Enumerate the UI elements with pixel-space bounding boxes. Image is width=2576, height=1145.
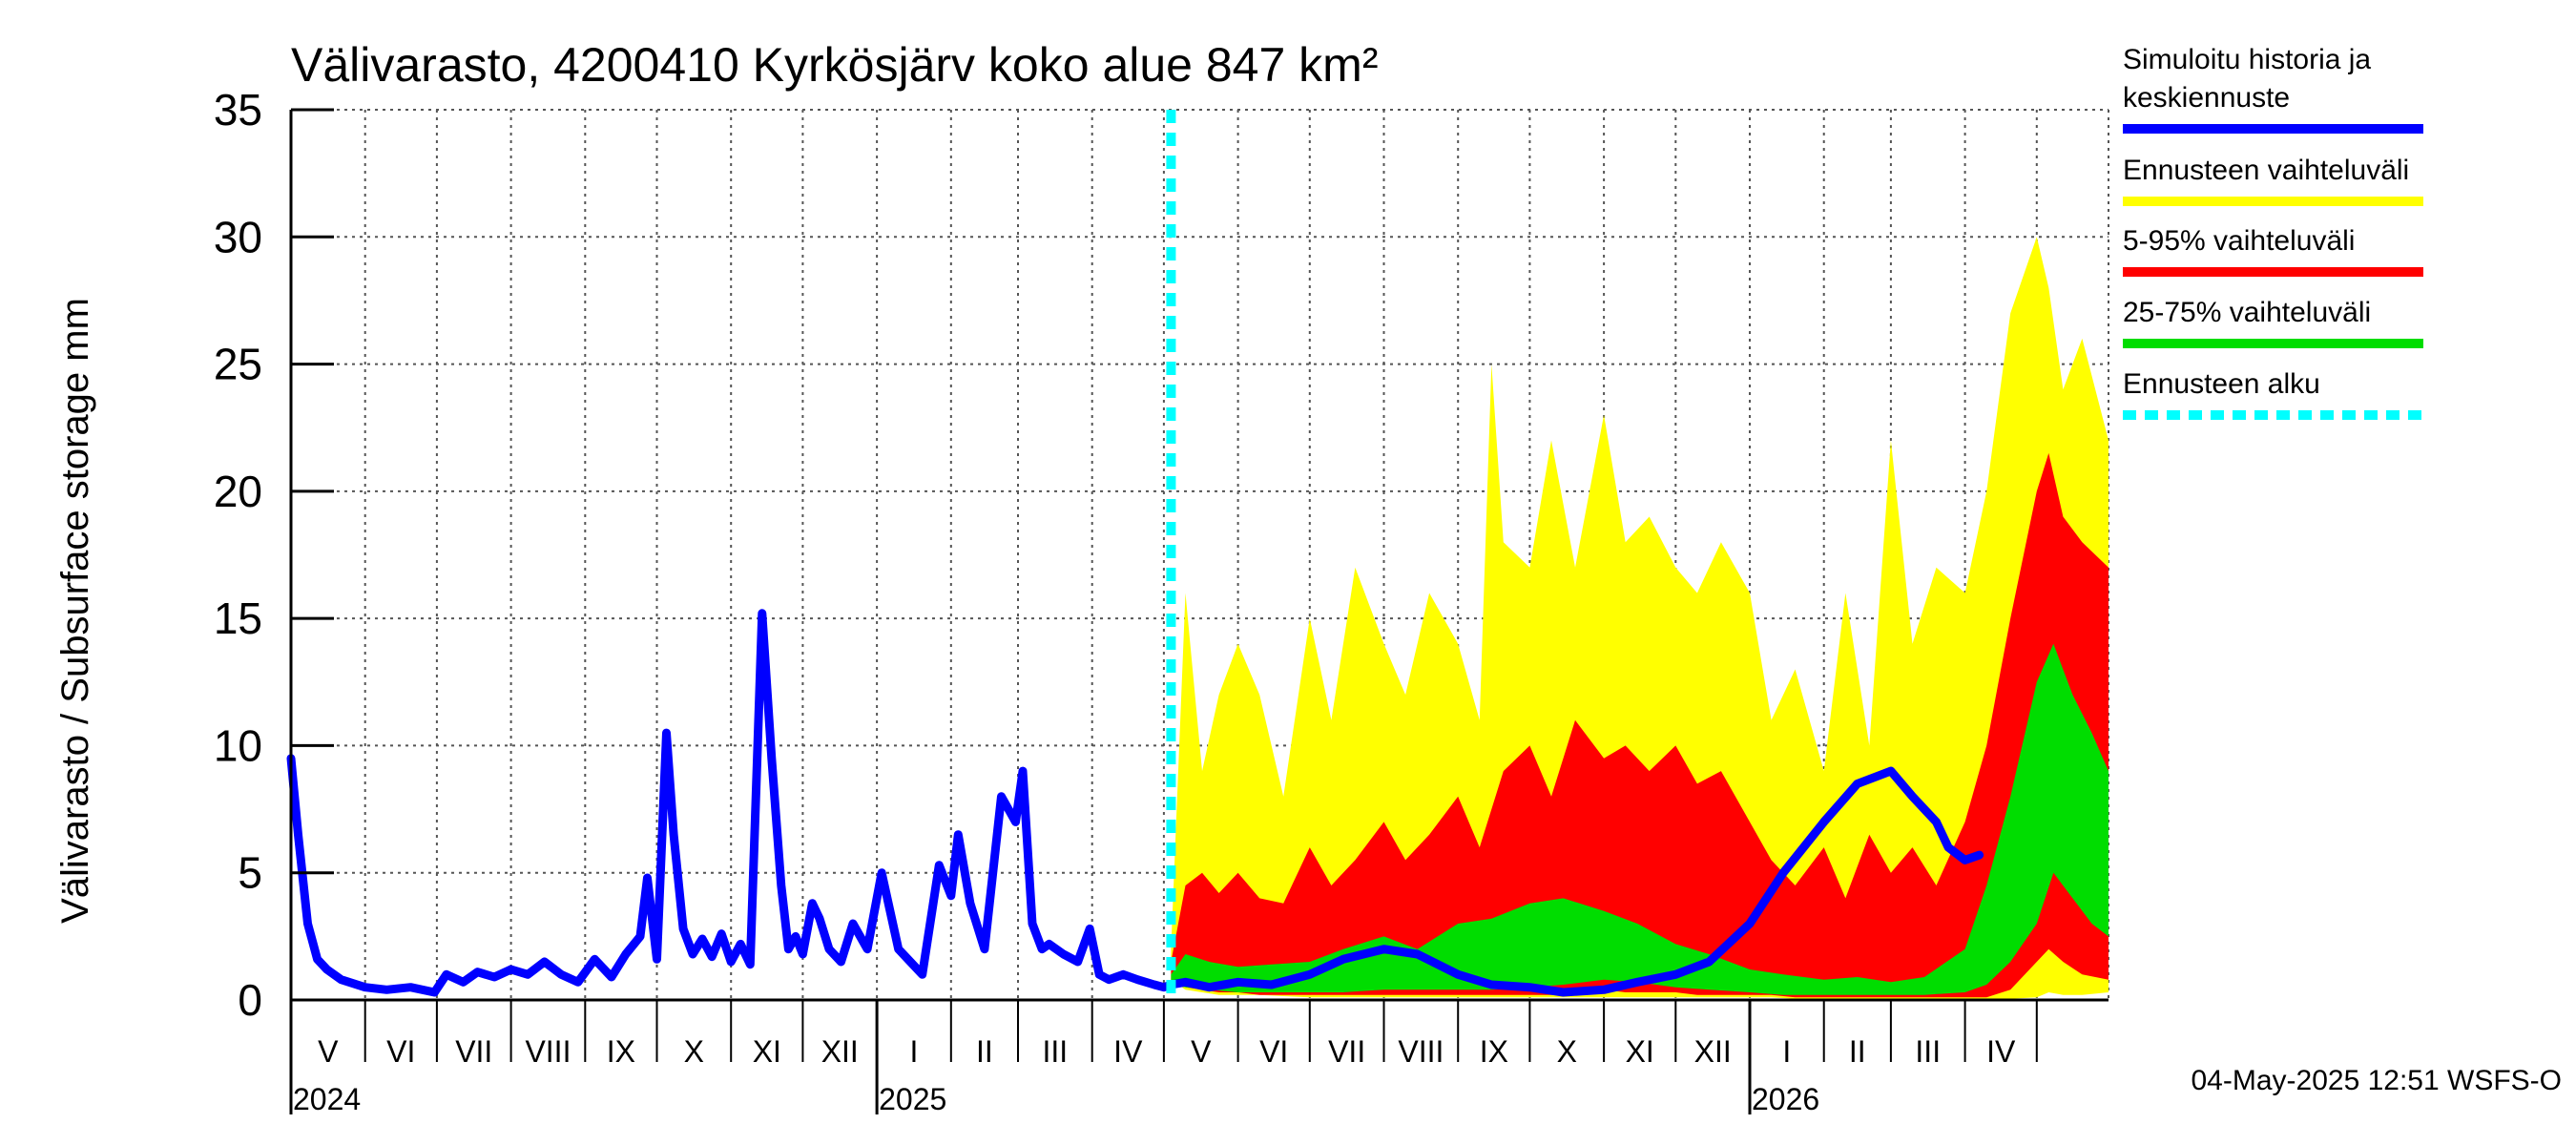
y-axis-label: Välivarasto / Subsurface storage mm [54,298,96,924]
y-tick-label: 5 [238,848,262,898]
month-label: V [1191,1034,1212,1069]
y-tick-label: 10 [214,720,262,770]
y-tick-label: 30 [214,212,262,261]
chart-title: Välivarasto, 4200410 Kyrkösjärv koko alu… [291,38,1378,92]
legend-label: 25-75% vaihteluväli [2123,297,2371,328]
month-label: IV [1113,1034,1143,1069]
month-label: VI [386,1034,415,1069]
legend-label: Simuloitu historia ja [2123,44,2371,75]
month-label: VII [1328,1034,1365,1069]
plot-axes [289,110,2109,1002]
month-label: V [318,1034,339,1069]
band-area [1171,452,2109,998]
legend: Simuloitu historia ja keskiennuste Ennuste… [2123,44,2423,420]
month-label: VIII [1398,1034,1444,1069]
legend-label: 5-95% vaihteluväli [2123,225,2355,257]
month-label: XII [1694,1034,1732,1069]
month-label: I [1782,1034,1791,1069]
y-tick-label: 0 [238,975,262,1025]
year-label: 2025 [879,1082,946,1116]
month-label: III [1915,1034,1941,1069]
month-label: I [910,1034,919,1069]
month-label: VI [1259,1034,1288,1069]
month-label: XII [821,1034,859,1069]
footer-timestamp: 04-May-2025 12:51 WSFS-O [2192,1065,2563,1096]
year-label: 2026 [1752,1082,1819,1116]
series-lines [286,609,1984,997]
x-axis-months: V VI VII VIII IX X XI XII I II III IV V VI VII VIII IX X X… [289,1000,2038,1116]
y-tick-label: 25 [214,340,262,389]
legend-label: Ennusteen alku [2123,368,2320,400]
month-label: II [1849,1034,1866,1069]
month-label: II [976,1034,993,1069]
band-area [1171,237,2109,999]
month-label: VII [455,1034,492,1069]
y-tick-label: 35 [214,85,262,135]
forecast-bands [1171,237,2109,999]
month-label: XI [753,1034,781,1069]
legend-label: Ennusteen vaihteluväli [2123,155,2409,186]
month-label: IX [1480,1034,1508,1069]
y-tick-label: 20 [214,467,262,516]
y-tick-label: 15 [214,593,262,643]
series-line [286,609,1984,997]
legend-label: keskiennuste [2123,82,2290,114]
month-label: VIII [525,1034,571,1069]
month-label: X [684,1034,704,1069]
month-label: III [1043,1034,1069,1069]
month-label: IX [607,1034,635,1069]
y-axis-ticks: 0 5 10 15 20 25 30 35 [214,85,334,1025]
month-label: X [1557,1034,1577,1069]
month-label: XI [1626,1034,1654,1069]
month-label: IV [1986,1034,2016,1069]
year-label: 2024 [293,1082,361,1116]
